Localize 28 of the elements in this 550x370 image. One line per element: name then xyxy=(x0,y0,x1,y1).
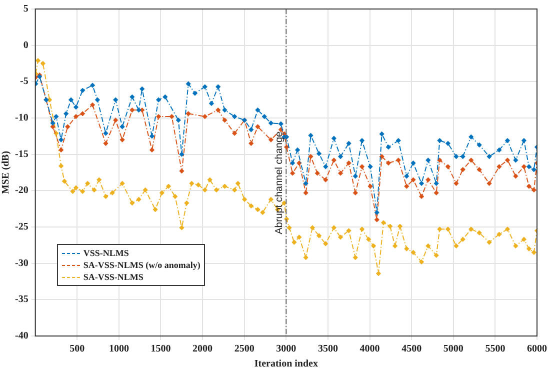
x-tick-label: 3500 xyxy=(318,344,338,355)
y-tick-label: -5 xyxy=(20,76,28,88)
legend-label: VSS-NLMS xyxy=(83,248,129,258)
y-tick-label: 0 xyxy=(23,40,28,51)
x-axis-title: Iteration index xyxy=(254,358,318,370)
y-tick-label: -40 xyxy=(14,330,28,342)
y-tick-label: -20 xyxy=(14,185,28,196)
x-tick-label: 2000 xyxy=(192,344,213,355)
y-tick-label: -35 xyxy=(14,294,28,306)
y-axis-title: MSE (dB) xyxy=(0,150,12,194)
ref-line-label: Abrupt channel change xyxy=(274,130,285,234)
y-tick-label: -25 xyxy=(14,222,28,233)
x-tick-label: 6000 xyxy=(527,344,547,355)
legend-label: SA-VSS-NLMS xyxy=(83,272,144,282)
x-tick-label: 5500 xyxy=(485,344,506,355)
x-tick-label: 2500 xyxy=(234,344,254,355)
x-tick-label: 4500 xyxy=(402,344,422,355)
x-tick-label: 500 xyxy=(70,344,85,355)
x-tick-label: 5000 xyxy=(443,344,464,355)
x-tick-label: 1500 xyxy=(150,344,171,355)
y-tick-label: -15 xyxy=(14,148,28,160)
x-tick-label: 3000 xyxy=(276,344,296,355)
x-tick-label: 4000 xyxy=(360,344,380,355)
y-tick-label: 5 xyxy=(23,4,28,15)
y-tick-label: -30 xyxy=(14,258,28,269)
x-tick-label: 1000 xyxy=(108,344,129,355)
y-tick-label: -10 xyxy=(14,112,28,124)
legend-label: SA-VSS-NLMS (w/o anomaly) xyxy=(83,260,200,270)
